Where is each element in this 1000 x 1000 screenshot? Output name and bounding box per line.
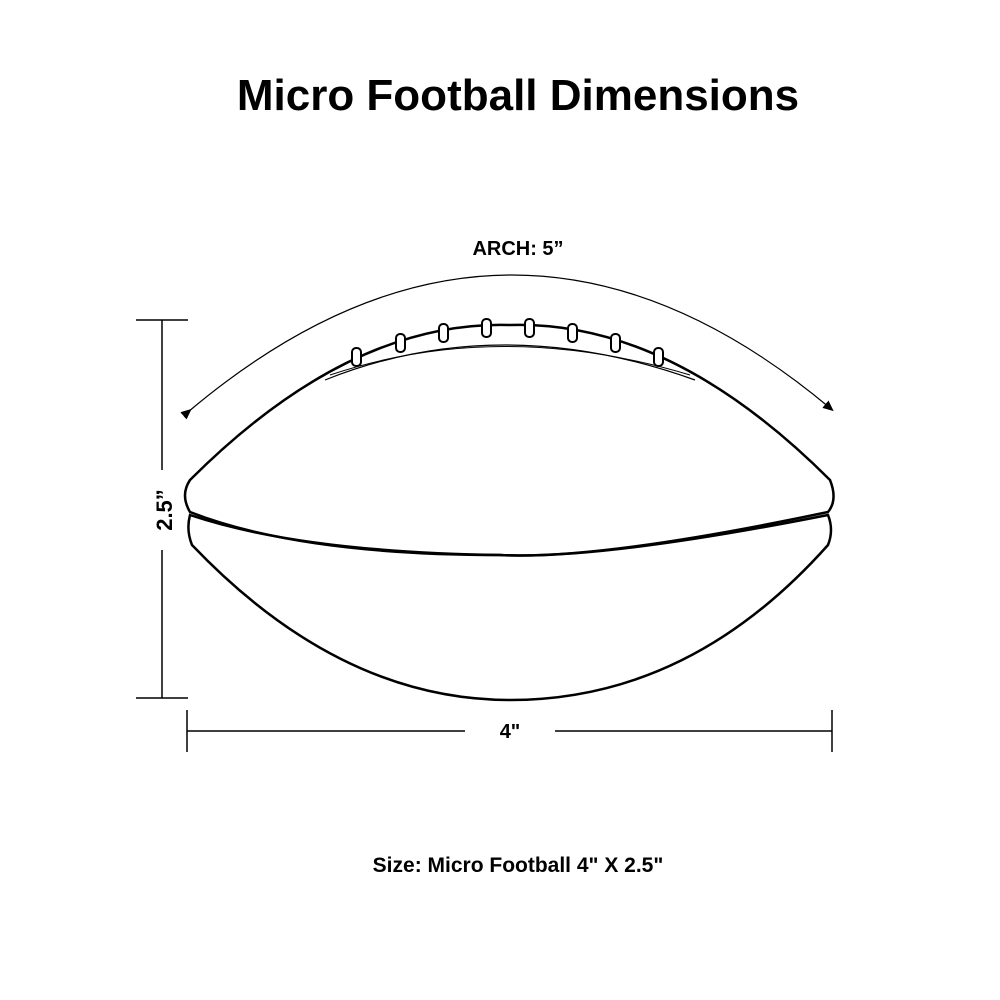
arch-arrow (180, 274, 834, 420)
caption: Size: Micro Football 4" X 2.5" (373, 854, 664, 877)
arch-label: ARCH: 5” (472, 238, 563, 260)
laces (351, 318, 664, 367)
height-dimension (136, 319, 188, 699)
width-label: 4" (500, 721, 521, 743)
football (183, 323, 835, 702)
height-label: 2.5” (152, 489, 177, 531)
title: Micro Football Dimensions (237, 71, 799, 120)
width-dimension (186, 710, 833, 752)
